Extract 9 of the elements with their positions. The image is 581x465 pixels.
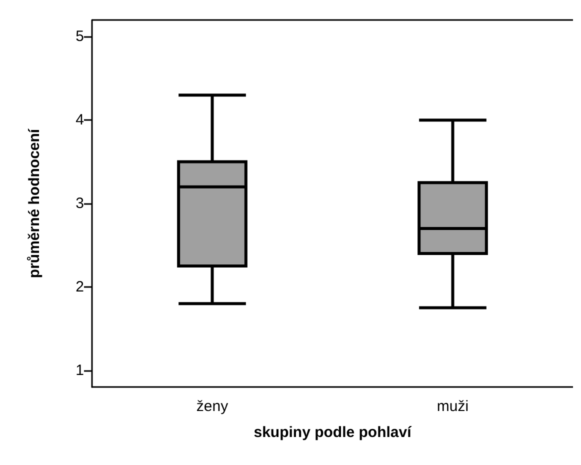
y-tick-label: 2 bbox=[76, 278, 84, 296]
y-tick-label: 5 bbox=[76, 28, 84, 46]
y-tick-label: 1 bbox=[76, 362, 84, 379]
x-axis-title: skupiny podle pohlaví bbox=[254, 424, 412, 441]
y-tick-label: 3 bbox=[76, 195, 84, 212]
x-tick-label: muži bbox=[436, 398, 469, 415]
x-tick-label: ženy bbox=[196, 398, 229, 415]
y-tick-label: 4 bbox=[76, 112, 84, 129]
y-axis-title: průměrné hodnocení bbox=[26, 128, 43, 278]
